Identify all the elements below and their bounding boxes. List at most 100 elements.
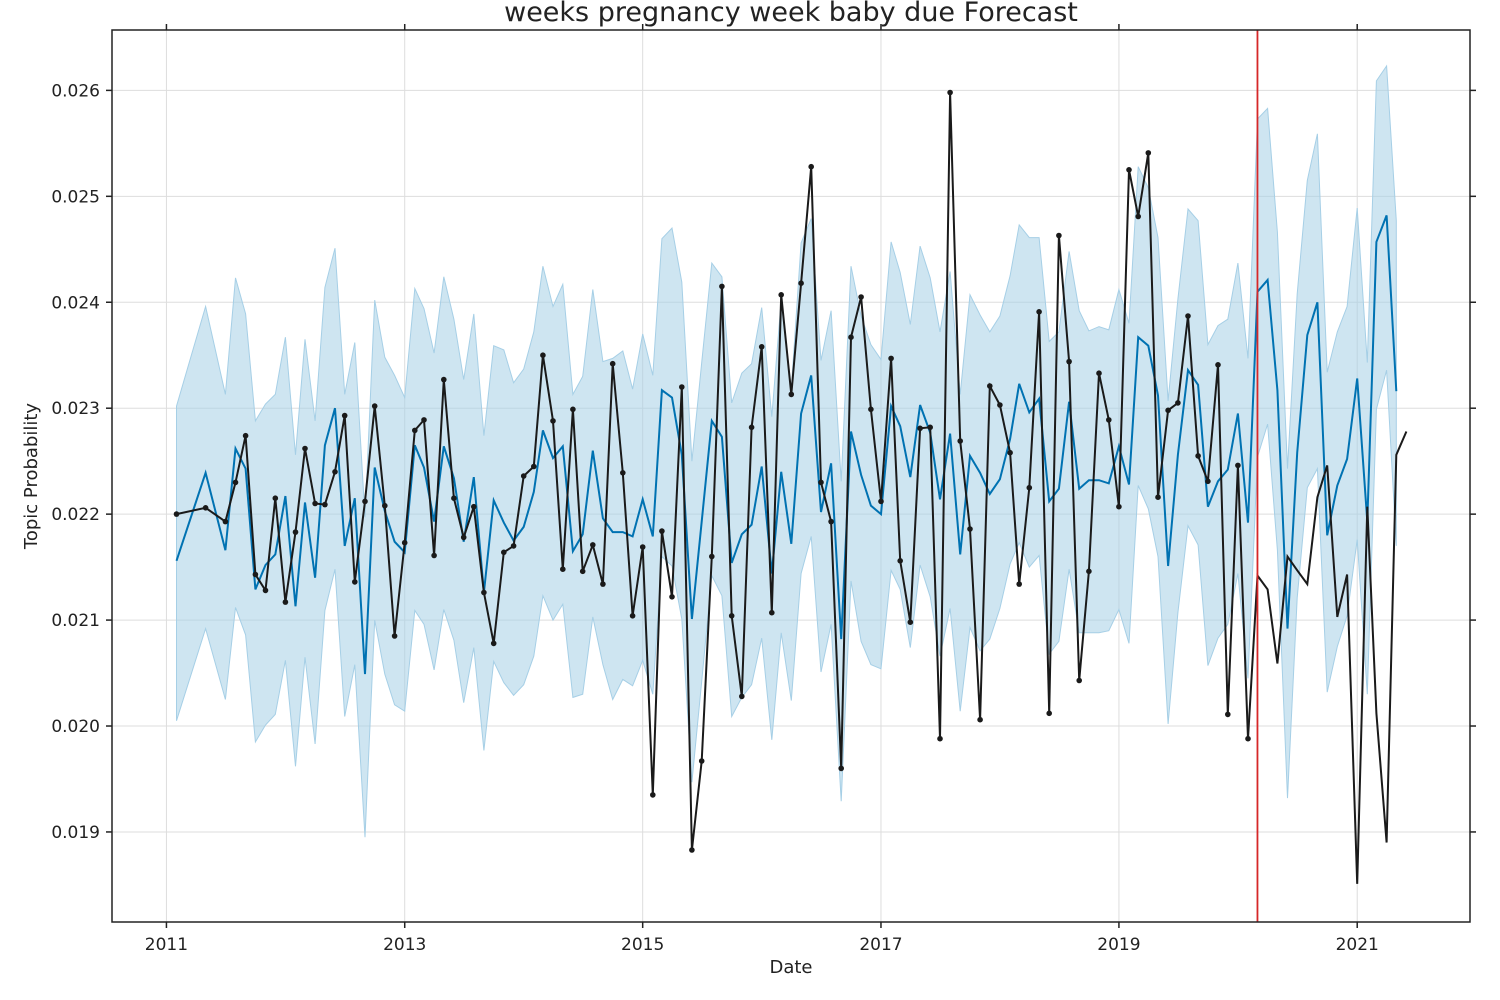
y-tick-label: 0.026: [51, 81, 100, 101]
actual-point: [798, 280, 804, 287]
actual-point: [1126, 167, 1132, 173]
actual-point: [1016, 581, 1022, 587]
y-tick-label: 0.019: [51, 823, 100, 843]
actual-point: [1135, 213, 1141, 220]
actual-point: [888, 355, 894, 362]
actual-point: [868, 406, 874, 413]
actual-point: [620, 470, 626, 476]
actual-point: [501, 549, 507, 556]
actual-point: [590, 542, 596, 548]
actual-point: [1046, 710, 1052, 717]
actual-point: [977, 716, 983, 723]
actual-point: [778, 292, 784, 298]
actual-point: [421, 417, 427, 423]
actual-point: [471, 503, 477, 510]
y-axis-title: Topic Probability: [21, 403, 42, 550]
actual-point: [629, 613, 636, 619]
actual-point: [650, 792, 656, 798]
actual-point: [818, 479, 824, 486]
x-axis-title: Date: [769, 957, 812, 978]
actual-point: [560, 566, 566, 572]
actual-point: [490, 640, 497, 647]
actual-point: [679, 384, 685, 390]
actual-point: [1086, 568, 1092, 575]
actual-point: [441, 376, 447, 383]
actual-point: [481, 589, 487, 596]
actual-point: [302, 445, 308, 452]
actual-point: [520, 473, 527, 479]
actual-points: [173, 89, 1251, 853]
actual-point: [282, 599, 289, 605]
actual-point: [739, 693, 745, 700]
y-tick-label: 0.021: [51, 611, 100, 631]
actual-point: [927, 424, 933, 431]
actual-point: [222, 518, 229, 525]
actual-point: [987, 383, 993, 389]
actual-point: [570, 406, 576, 413]
actual-point: [460, 534, 467, 541]
series-lines: [175, 30, 1408, 922]
actual-point: [382, 502, 388, 509]
actual-point: [838, 765, 844, 772]
actual-point: [371, 403, 378, 409]
plot-frame: [111, 29, 1471, 923]
actual-point: [719, 283, 725, 290]
actual-point: [540, 352, 546, 359]
actual-point: [1195, 453, 1201, 459]
actual-point: [917, 425, 923, 432]
actual-point: [1076, 677, 1082, 684]
actual-point: [1066, 358, 1072, 365]
actual-point: [531, 463, 537, 470]
actual-point: [1165, 407, 1171, 414]
actual-point: [609, 360, 616, 367]
actual-point: [272, 495, 279, 502]
actual-point: [262, 587, 269, 594]
actual-point: [1175, 400, 1181, 406]
actual-point: [431, 552, 437, 559]
actual-point: [401, 539, 408, 546]
chart-title: weeks pregnancy week baby due Forecast: [504, 0, 1078, 28]
actual-point: [788, 391, 795, 398]
actual-point: [341, 412, 348, 419]
actual-point: [173, 511, 180, 517]
actual-point: [1007, 449, 1013, 456]
actual-point: [550, 418, 556, 424]
y-tick-label: 0.022: [51, 505, 100, 525]
y-tick-label: 0.023: [51, 399, 100, 419]
actual-point: [232, 479, 239, 486]
actual-point: [1096, 370, 1102, 377]
actual-point: [1225, 711, 1231, 718]
actual-point: [391, 633, 398, 639]
actual-point: [1235, 462, 1241, 469]
actual-point: [1185, 313, 1191, 319]
actual-point: [322, 501, 328, 508]
actual-point: [769, 609, 775, 616]
actual-point: [997, 402, 1003, 408]
actual-point: [907, 619, 914, 625]
actual-point: [332, 469, 338, 475]
y-tick-label: 0.020: [51, 717, 100, 737]
actual-point: [709, 553, 715, 560]
actual-point: [878, 498, 884, 505]
actual-point: [967, 526, 973, 532]
actual-point: [292, 529, 299, 535]
actual-point: [947, 89, 953, 96]
actual-point: [858, 294, 864, 300]
actual-point: [1145, 150, 1152, 156]
actual-point: [362, 498, 368, 505]
actual-line-tail: [1247, 431, 1408, 884]
actual-point: [1215, 362, 1221, 368]
actual-point: [451, 495, 457, 502]
actual-point: [957, 438, 963, 444]
actual-point: [828, 518, 834, 525]
actual-point: [579, 568, 586, 575]
actual-point: [242, 432, 249, 439]
y-tick-label: 0.025: [51, 187, 100, 207]
actual-point: [1056, 232, 1062, 239]
actual-point: [1026, 484, 1033, 491]
actual-point: [897, 558, 903, 564]
actual-point: [698, 758, 705, 764]
y-tick-label: 0.024: [51, 293, 100, 313]
axis-ticks: 0.019 0.020 0.021 0.022 0.023 0.024 0.025 0.026…: [51, 24, 1476, 955]
